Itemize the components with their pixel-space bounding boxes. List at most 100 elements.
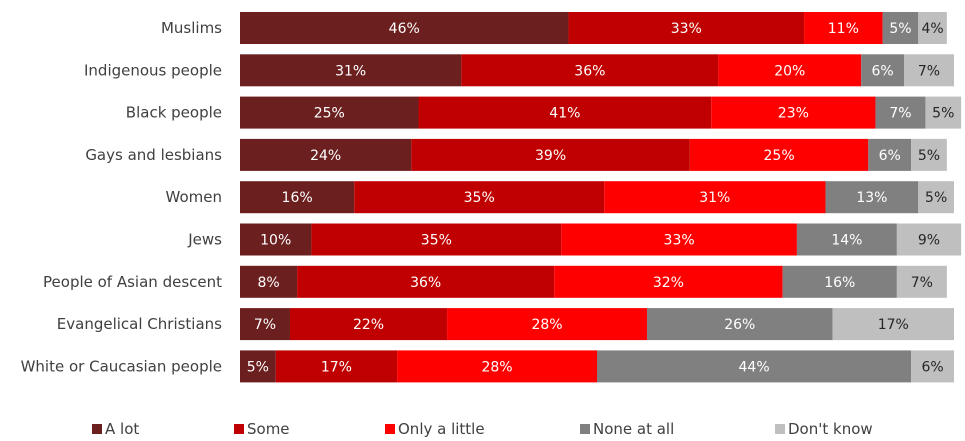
bar-segment-evangelical-christians-don-t-know	[832, 308, 954, 341]
bar-segment-muslims-a-lot	[240, 12, 569, 44]
bar-segment-gays-and-lesbians-a-lot	[240, 138, 412, 171]
data-label-muslims-only-a-little: 11%	[828, 21, 859, 37]
data-label-gays-and-lesbians-don-t-know: 5%	[918, 148, 940, 164]
data-label-gays-and-lesbians-none-at-all: 6%	[879, 148, 901, 164]
data-label-white-or-caucasian-people-a-lot: 5%	[247, 359, 269, 375]
bar-segment-evangelical-christians-none-at-all	[646, 308, 833, 341]
legend-label-none-at-all: None at all	[593, 420, 675, 438]
bar-segment-women-a-lot	[240, 181, 355, 214]
bar-segment-indigenous-people-a-lot	[240, 54, 462, 87]
legend-label-don-t-know: Don't know	[788, 420, 873, 438]
legend-item-a-lot: A lot	[92, 420, 139, 438]
category-labels: Muslims Indigenous people Black people Gays…	[21, 19, 223, 375]
data-label-evangelical-christians-none-at-all: 26%	[724, 317, 755, 333]
data-label-women-none-at-all: 13%	[856, 190, 887, 206]
bar-segment-black-people-don-t-know	[925, 96, 962, 129]
bar-segment-muslims-only-a-little	[804, 12, 883, 44]
bar-segment-white-or-caucasian-people-a-lot	[240, 350, 276, 383]
data-label-indigenous-people-a-lot: 31%	[335, 63, 366, 79]
bar-segment-people-of-asian-descent-only-a-little	[554, 265, 783, 298]
data-label-people-of-asian-descent-don-t-know: 7%	[911, 275, 933, 291]
bar-segment-white-or-caucasian-people-don-t-know	[911, 350, 954, 383]
bar-segment-muslims-don-t-know	[918, 12, 947, 44]
legend-swatch-a-lot	[92, 424, 102, 434]
bar-segment-gays-and-lesbians-don-t-know	[911, 138, 947, 171]
bar-segment-indigenous-people-don-t-know	[904, 54, 954, 87]
data-label-gays-and-lesbians-only-a-little: 25%	[764, 148, 795, 164]
data-label-women-only-a-little: 31%	[699, 190, 730, 206]
data-label-indigenous-people-none-at-all: 6%	[871, 63, 893, 79]
data-label-women-a-lot: 16%	[282, 190, 313, 206]
data-label-muslims-a-lot: 46%	[389, 21, 420, 37]
bar-segment-white-or-caucasian-people-only-a-little	[397, 350, 597, 383]
bar-segment-gays-and-lesbians-none-at-all	[868, 138, 912, 171]
bar-segment-women-only-a-little	[604, 181, 826, 214]
data-label-muslims-none-at-all: 5%	[889, 21, 911, 37]
legend-item-none-at-all: None at all	[580, 420, 674, 438]
data-label-people-of-asian-descent-some: 36%	[410, 275, 441, 291]
data-label-black-people-only-a-little: 23%	[778, 106, 809, 122]
bar-segment-jews-none-at-all	[796, 223, 897, 256]
bar-segment-women-some	[354, 181, 605, 214]
data-label-jews-a-lot: 10%	[260, 233, 291, 249]
bar-segment-white-or-caucasian-people-some	[275, 350, 398, 383]
bar-segment-indigenous-people-none-at-all	[861, 54, 905, 87]
bar-segment-muslims-some	[568, 12, 805, 44]
data-label-white-or-caucasian-people-none-at-all: 44%	[739, 359, 770, 375]
bar-segment-evangelical-christians-only-a-little	[447, 308, 647, 341]
bar-segment-gays-and-lesbians-only-a-little	[689, 138, 869, 171]
data-label-jews-some: 35%	[421, 233, 452, 249]
bar-segment-jews-don-t-know	[896, 223, 962, 256]
bar-segment-indigenous-people-some	[461, 54, 719, 87]
bar-segment-white-or-caucasian-people-none-at-all	[597, 350, 912, 383]
category-label-jews: Jews	[187, 231, 222, 249]
data-label-muslims-some: 33%	[671, 21, 702, 37]
data-label-indigenous-people-only-a-little: 20%	[774, 63, 805, 79]
legend-swatch-some	[234, 424, 244, 434]
data-label-white-or-caucasian-people-some: 17%	[321, 359, 352, 375]
legend-item-don-t-know: Don't know	[775, 420, 873, 438]
data-label-jews-none-at-all: 14%	[831, 233, 862, 249]
bar-segment-black-people-only-a-little	[711, 96, 876, 129]
bar-segment-jews-only-a-little	[561, 223, 797, 256]
stacked-bar-chart: Muslims Indigenous people Black people Gays…	[21, 12, 962, 383]
category-label-people-of-asian-descent: People of Asian descent	[43, 273, 222, 291]
data-label-people-of-asian-descent-a-lot: 8%	[257, 275, 279, 291]
bar-segment-people-of-asian-descent-a-lot	[240, 265, 298, 298]
bars: 46% 33% 11% 5% 4% 31% 36% 20% 6% 7% 25% 41% 23% 7% 5% 2…	[240, 12, 962, 383]
data-label-muslims-don-t-know: 4%	[921, 21, 943, 37]
data-label-jews-don-t-know: 9%	[918, 233, 940, 249]
bar-segment-muslims-none-at-all	[882, 12, 919, 44]
legend-label-a-lot: A lot	[105, 420, 140, 438]
data-label-people-of-asian-descent-only-a-little: 32%	[653, 275, 684, 291]
bar-segment-black-people-a-lot	[240, 96, 419, 129]
bar-segment-black-people-none-at-all	[875, 96, 926, 129]
category-label-white-or-caucasian-people: White or Caucasian people	[21, 357, 222, 375]
legend-label-only-a-little: Only a little	[398, 420, 485, 438]
category-label-women: Women	[166, 188, 222, 206]
data-label-black-people-don-t-know: 5%	[932, 106, 954, 122]
bar-segment-people-of-asian-descent-some	[297, 265, 555, 298]
legend-item-some: Some	[234, 420, 290, 438]
bar-segment-evangelical-christians-a-lot	[240, 308, 290, 341]
data-label-evangelical-christians-don-t-know: 17%	[878, 317, 909, 333]
data-label-women-don-t-know: 5%	[925, 190, 947, 206]
category-label-black-people: Black people	[126, 104, 222, 122]
data-label-white-or-caucasian-people-only-a-little: 28%	[481, 359, 512, 375]
data-label-people-of-asian-descent-none-at-all: 16%	[824, 275, 855, 291]
data-label-jews-only-a-little: 33%	[664, 233, 695, 249]
legend-label-some: Some	[247, 420, 290, 438]
legend-swatch-only-a-little	[385, 424, 395, 434]
data-label-indigenous-people-some: 36%	[574, 63, 605, 79]
data-label-gays-and-lesbians-some: 39%	[535, 148, 566, 164]
data-label-black-people-a-lot: 25%	[314, 106, 345, 122]
legend: A lot Some Only a little None at all Don't k…	[0, 420, 965, 441]
category-label-muslims: Muslims	[161, 19, 222, 37]
data-label-evangelical-christians-some: 22%	[353, 317, 384, 333]
data-label-indigenous-people-don-t-know: 7%	[918, 63, 940, 79]
bar-segment-jews-some	[311, 223, 562, 256]
bar-segment-people-of-asian-descent-none-at-all	[782, 265, 897, 298]
category-label-indigenous-people: Indigenous people	[84, 61, 222, 79]
bar-segment-people-of-asian-descent-don-t-know	[896, 265, 947, 298]
data-label-women-some: 35%	[464, 190, 495, 206]
